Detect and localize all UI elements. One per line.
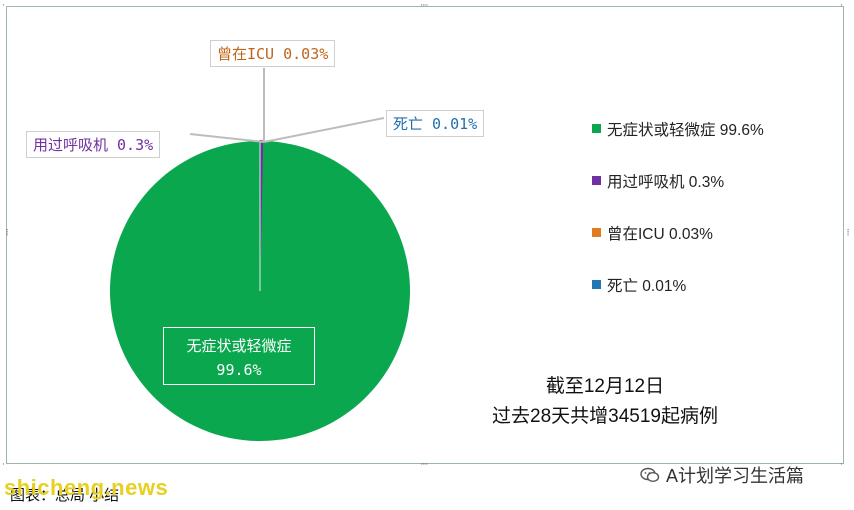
- resize-handle-top-left[interactable]: ·: [2, 1, 5, 11]
- resize-handle-bottom-left[interactable]: ·: [2, 460, 5, 470]
- callout-death: 死亡 0.01%: [386, 110, 485, 137]
- wechat-icon: [640, 467, 660, 483]
- legend-swatch: [592, 280, 601, 289]
- legend-swatch: [592, 176, 601, 185]
- watermark-account: A计划学习生活篇: [640, 462, 804, 488]
- leader-line-death: [263, 117, 385, 143]
- resize-handle-right[interactable]: ····: [842, 228, 852, 236]
- resize-handle-bottom-right[interactable]: ·: [840, 460, 843, 470]
- resize-handle-left[interactable]: ····: [1, 228, 11, 236]
- main-slice-label: 无症状或轻微症 99.6%: [163, 327, 315, 385]
- legend-item: 曾在ICU 0.03%: [592, 222, 764, 274]
- legend: 无症状或轻微症 99.6% 用过呼吸机 0.3% 曾在ICU 0.03% 死亡 …: [592, 118, 764, 326]
- watermark-site: shicheng.news: [4, 475, 169, 500]
- legend-label: 无症状或轻微症 99.6%: [607, 122, 764, 139]
- callout-death-text: 死亡 0.01%: [393, 115, 478, 133]
- legend-label: 死亡 0.01%: [607, 278, 687, 295]
- chart-frame: [6, 6, 844, 464]
- callout-icu: 曾在ICU 0.03%: [210, 40, 336, 67]
- callout-icu-text: 曾在ICU 0.03%: [217, 45, 329, 63]
- callout-ventilator-text: 用过呼吸机 0.3%: [33, 136, 154, 154]
- leader-line-ventilator: [189, 133, 265, 143]
- callout-ventilator: 用过呼吸机 0.3%: [26, 131, 161, 158]
- legend-swatch: [592, 228, 601, 237]
- note-line-date: 截至12月12日: [545, 376, 665, 397]
- figure-caption: 图表：总局 小结: [10, 487, 120, 504]
- legend-label: 曾在ICU 0.03%: [607, 226, 713, 243]
- watermark-account-text: A计划学习生活篇: [666, 466, 805, 486]
- resize-handle-top-right[interactable]: ·: [840, 1, 843, 11]
- resize-handle-top[interactable]: ····: [420, 1, 429, 11]
- main-slice-name: 无症状或轻微症: [186, 337, 292, 355]
- main-slice-value: 99.6%: [216, 361, 262, 379]
- legend-item: 无症状或轻微症 99.6%: [592, 118, 764, 170]
- legend-swatch: [592, 124, 601, 133]
- legend-label: 用过呼吸机 0.3%: [607, 174, 725, 191]
- legend-item: 死亡 0.01%: [592, 274, 764, 326]
- note-line-cases: 过去28天共增34519起病例: [492, 406, 718, 427]
- resize-handle-bottom[interactable]: ····: [420, 460, 429, 470]
- chart-note: 截至12月12日 过去28天共增34519起病例: [470, 372, 740, 432]
- legend-item: 用过呼吸机 0.3%: [592, 170, 764, 222]
